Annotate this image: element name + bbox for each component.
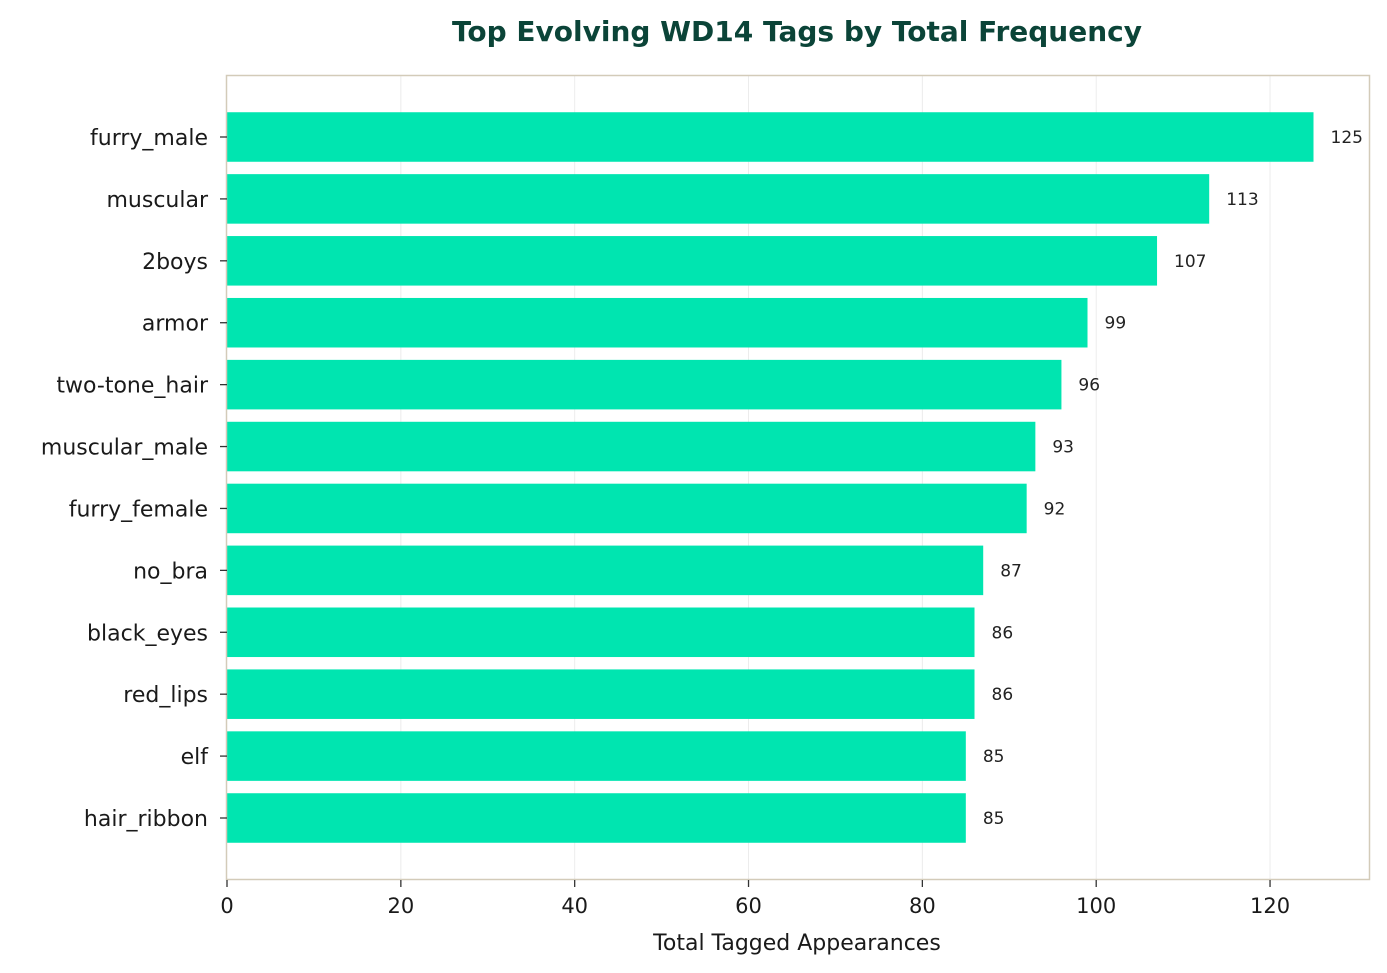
data-label: 125 — [1331, 128, 1363, 148]
plot-frame — [225, 74, 1371, 881]
x-tick-label: 40 — [561, 894, 588, 918]
bar-red_lips — [227, 669, 975, 719]
bar-2boys — [227, 236, 1158, 286]
category-label: furry_male — [90, 126, 208, 151]
category-label: elf — [181, 745, 210, 770]
bar-armor — [227, 297, 1088, 348]
data-labels: 125 113 107 99 96 93 92 87 86 86 85 85 — [983, 128, 1363, 829]
bar-muscular_male — [227, 421, 1036, 472]
category-label: two-tone_hair — [56, 374, 209, 399]
bar-elf — [227, 731, 966, 781]
data-label: 86 — [992, 685, 1014, 705]
bar-furry_male — [227, 112, 1314, 162]
category-label: muscular_male — [41, 436, 208, 461]
data-label: 113 — [1226, 190, 1258, 210]
bar-muscular — [227, 174, 1210, 224]
category-label: no_bra — [133, 559, 208, 584]
data-label: 93 — [1052, 438, 1074, 458]
bars-layer — [227, 112, 1314, 843]
category-label: hair_ribbon — [84, 807, 208, 832]
x-tick-label: 120 — [1250, 894, 1290, 918]
category-label: armor — [142, 312, 209, 337]
data-label: 87 — [1000, 561, 1022, 581]
x-axis-label: Total Tagged Appearances — [652, 931, 941, 956]
data-label: 99 — [1105, 314, 1127, 334]
category-label: black_eyes — [87, 621, 208, 646]
x-tick-label: 60 — [735, 894, 762, 918]
bar-black_eyes — [227, 607, 975, 658]
x-tick-label: 100 — [1076, 894, 1116, 918]
category-label: 2boys — [142, 250, 208, 275]
chart-title: Top Evolving WD14 Tags by Total Frequenc… — [452, 15, 1142, 48]
bar-two-tone_hair — [227, 359, 1062, 410]
category-label: furry_female — [69, 497, 208, 522]
data-label: 107 — [1174, 252, 1206, 272]
x-tick-label: 80 — [909, 894, 936, 918]
x-tick-label: 20 — [387, 894, 414, 918]
category-label: red_lips — [123, 683, 208, 708]
x-tick-label: 0 — [220, 894, 233, 918]
data-label: 85 — [983, 747, 1005, 767]
bar-hair_ribbon — [227, 793, 966, 843]
data-label: 86 — [992, 623, 1014, 643]
category-label: muscular — [106, 188, 208, 213]
bar-no_bra — [227, 545, 984, 596]
category-labels: furry_male muscular 2boys armor two-tone_hai… — [41, 126, 227, 832]
x-axis-ticks: 0 20 40 60 80 100 120 — [220, 880, 1290, 918]
data-label: 92 — [1044, 499, 1066, 519]
bar-furry_female — [227, 483, 1027, 534]
data-label: 85 — [983, 809, 1005, 829]
data-label: 96 — [1078, 376, 1100, 396]
